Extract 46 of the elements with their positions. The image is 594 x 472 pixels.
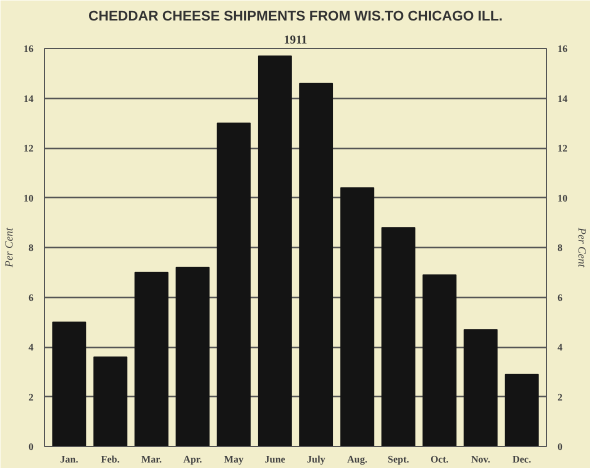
y2-tick-label: 16 — [558, 44, 568, 55]
bar — [258, 55, 292, 446]
x-tick-label: June — [264, 454, 286, 466]
y2-tick-label: 8 — [558, 243, 562, 254]
bar — [381, 227, 416, 446]
y-tick-label: 10 — [24, 193, 34, 204]
x-tick-label: Feb. — [101, 454, 120, 466]
x-tick-label: Sept. — [388, 454, 410, 466]
bar — [93, 356, 128, 446]
chart-subtitle: 1911 — [284, 32, 308, 46]
x-tick-label: Jan. — [60, 454, 79, 466]
x-tick-label: Mar. — [141, 454, 162, 466]
x-tick-label: Nov. — [471, 454, 491, 466]
y2-tick-label: 10 — [558, 193, 568, 204]
bar — [299, 82, 334, 446]
bar — [422, 274, 456, 446]
y2-tick-label: 4 — [558, 342, 562, 354]
chart-title: CHEDDAR CHEESE SHIPMENTS FROM WIS.TO CHICAGO ILL. — [88, 8, 503, 24]
y2-tick-label: 14 — [558, 94, 568, 105]
y2-tick-label: 6 — [558, 292, 562, 304]
y-tick-label: 8 — [28, 243, 34, 254]
y-axis-title: Per Cent — [4, 226, 16, 268]
y-tick-label: 2 — [28, 392, 34, 404]
y2-tick-label: 12 — [558, 144, 568, 154]
bar — [216, 122, 251, 446]
x-tick-label: May — [224, 454, 244, 466]
bar — [504, 374, 539, 446]
x-tick-label: July — [306, 454, 326, 466]
y-tick-label: 6 — [28, 292, 34, 304]
bar — [52, 322, 86, 446]
x-tick-label: Dec. — [512, 454, 532, 466]
x-tick-label: Aug. — [347, 454, 368, 466]
y-tick-label: 4 — [28, 342, 34, 354]
x-tick-label: Oct. — [430, 454, 450, 466]
bar — [464, 329, 498, 446]
y2-tick-label: 0 — [558, 442, 562, 453]
bar — [134, 272, 168, 446]
y2-axis-title: Per Cent — [576, 226, 588, 268]
bar — [340, 187, 374, 446]
x-tick-label: Apr. — [183, 454, 203, 466]
y-tick-label: 14 — [24, 94, 34, 105]
y-tick-label: 16 — [24, 44, 34, 55]
y-tick-label: 0 — [28, 442, 34, 453]
y2-tick-label: 2 — [558, 392, 562, 404]
y-tick-label: 12 — [24, 144, 34, 154]
bar — [176, 266, 210, 446]
